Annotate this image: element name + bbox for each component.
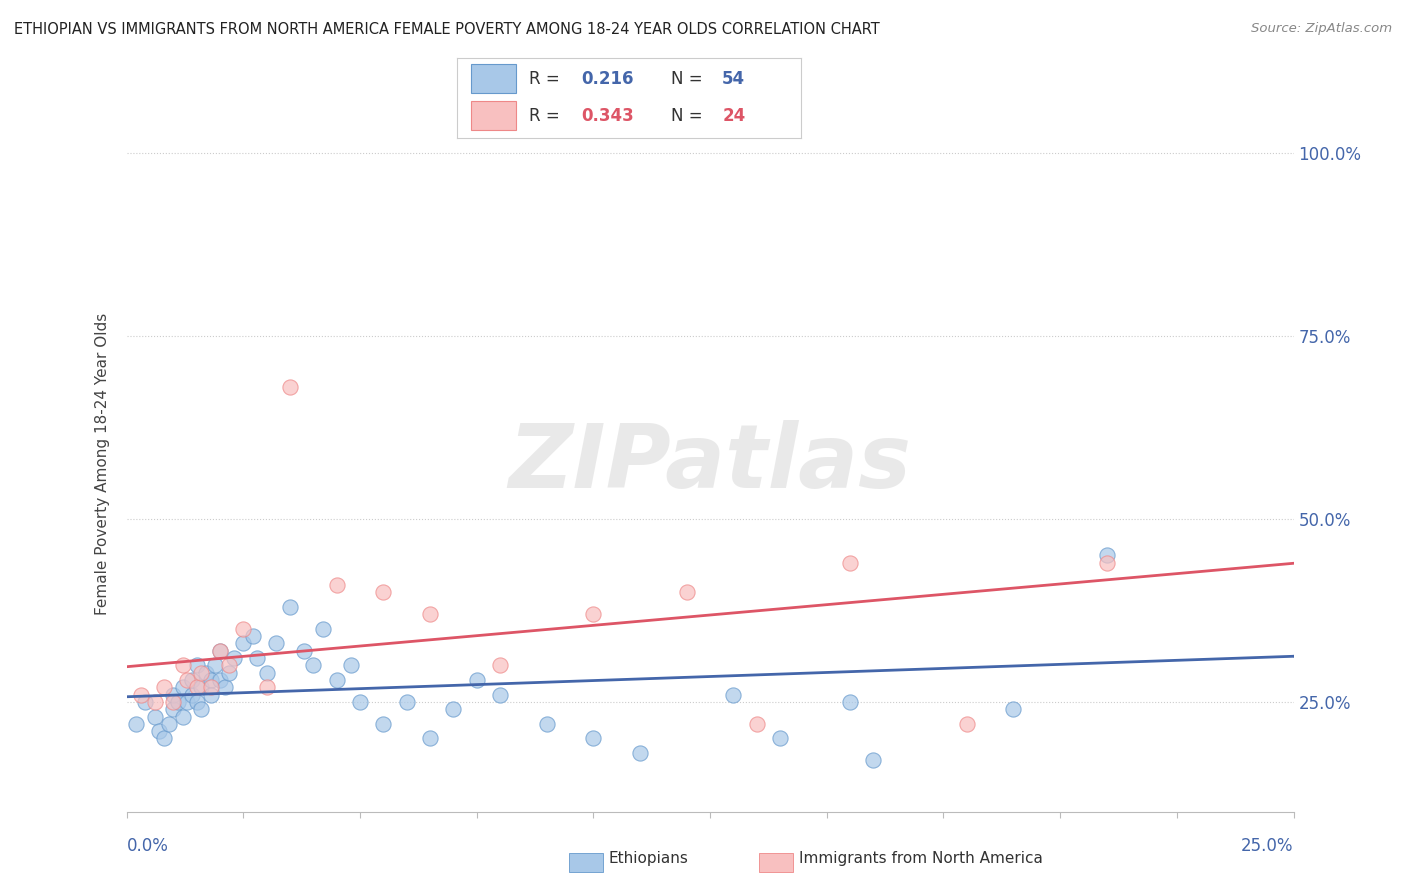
Point bbox=[745, 716, 768, 731]
Point bbox=[200, 673, 222, 687]
Point bbox=[256, 680, 278, 694]
Point bbox=[153, 731, 176, 746]
Point bbox=[172, 658, 194, 673]
Point bbox=[536, 716, 558, 731]
Point bbox=[395, 695, 418, 709]
Point bbox=[208, 643, 231, 657]
Point bbox=[204, 658, 226, 673]
Point bbox=[839, 695, 862, 709]
Point bbox=[489, 658, 512, 673]
Point bbox=[373, 585, 395, 599]
Point bbox=[157, 716, 180, 731]
Text: 0.0%: 0.0% bbox=[127, 837, 169, 855]
FancyBboxPatch shape bbox=[471, 64, 516, 94]
Text: Source: ZipAtlas.com: Source: ZipAtlas.com bbox=[1251, 22, 1392, 36]
Point bbox=[311, 622, 333, 636]
Text: 0.216: 0.216 bbox=[581, 70, 634, 87]
Point bbox=[208, 643, 231, 657]
Point bbox=[190, 702, 212, 716]
Text: 25.0%: 25.0% bbox=[1241, 837, 1294, 855]
Point bbox=[129, 688, 152, 702]
Point bbox=[582, 607, 605, 621]
Point bbox=[172, 709, 194, 723]
Point bbox=[278, 599, 301, 614]
Point bbox=[956, 716, 979, 731]
Point bbox=[186, 680, 208, 694]
Point bbox=[186, 695, 208, 709]
Point bbox=[302, 658, 325, 673]
Point bbox=[246, 651, 269, 665]
Point bbox=[723, 688, 745, 702]
Text: Immigrants from North America: Immigrants from North America bbox=[799, 851, 1042, 865]
Point bbox=[325, 577, 347, 591]
Point bbox=[176, 673, 198, 687]
Point bbox=[373, 716, 395, 731]
Text: 24: 24 bbox=[723, 107, 745, 125]
Text: Ethiopians: Ethiopians bbox=[609, 851, 689, 865]
Point bbox=[148, 724, 170, 739]
Point bbox=[153, 680, 176, 694]
Point bbox=[143, 695, 166, 709]
Point bbox=[256, 665, 278, 680]
Point bbox=[339, 658, 361, 673]
Point bbox=[200, 688, 222, 702]
Point bbox=[278, 380, 301, 394]
Point bbox=[176, 695, 198, 709]
Text: N =: N = bbox=[671, 70, 707, 87]
Point bbox=[125, 716, 148, 731]
Point bbox=[628, 746, 651, 760]
Point bbox=[167, 695, 190, 709]
Point bbox=[675, 585, 697, 599]
Point bbox=[186, 658, 208, 673]
Point bbox=[214, 680, 236, 694]
Point bbox=[143, 709, 166, 723]
Text: 54: 54 bbox=[723, 70, 745, 87]
Point bbox=[162, 695, 184, 709]
Point bbox=[190, 680, 212, 694]
Point bbox=[222, 651, 245, 665]
Text: ZIPatlas: ZIPatlas bbox=[509, 420, 911, 508]
Point bbox=[172, 680, 194, 694]
Point bbox=[208, 673, 231, 687]
Point bbox=[839, 556, 862, 570]
Text: 0.343: 0.343 bbox=[581, 107, 634, 125]
Point bbox=[349, 695, 371, 709]
Text: R =: R = bbox=[529, 107, 565, 125]
Point bbox=[1095, 556, 1118, 570]
Text: ETHIOPIAN VS IMMIGRANTS FROM NORTH AMERICA FEMALE POVERTY AMONG 18-24 YEAR OLDS : ETHIOPIAN VS IMMIGRANTS FROM NORTH AMERI… bbox=[14, 22, 880, 37]
Point bbox=[232, 636, 254, 650]
Point bbox=[264, 636, 287, 650]
Point bbox=[1002, 702, 1025, 716]
Point bbox=[218, 665, 240, 680]
Point bbox=[232, 622, 254, 636]
Text: N =: N = bbox=[671, 107, 707, 125]
Point bbox=[862, 754, 884, 768]
FancyBboxPatch shape bbox=[471, 102, 516, 130]
Point bbox=[419, 731, 441, 746]
Point bbox=[218, 658, 240, 673]
Point bbox=[582, 731, 605, 746]
Point bbox=[162, 688, 184, 702]
Point bbox=[441, 702, 464, 716]
Point bbox=[465, 673, 488, 687]
Point bbox=[325, 673, 347, 687]
Point bbox=[194, 665, 217, 680]
Point bbox=[190, 665, 212, 680]
Point bbox=[769, 731, 792, 746]
Y-axis label: Female Poverty Among 18-24 Year Olds: Female Poverty Among 18-24 Year Olds bbox=[94, 313, 110, 615]
Text: R =: R = bbox=[529, 70, 565, 87]
Point bbox=[292, 643, 315, 657]
Point bbox=[1095, 549, 1118, 563]
Point bbox=[489, 688, 512, 702]
Point bbox=[162, 702, 184, 716]
Point bbox=[200, 680, 222, 694]
Point bbox=[242, 629, 264, 643]
Point bbox=[180, 688, 202, 702]
Point bbox=[134, 695, 156, 709]
Point bbox=[180, 673, 202, 687]
Point bbox=[419, 607, 441, 621]
